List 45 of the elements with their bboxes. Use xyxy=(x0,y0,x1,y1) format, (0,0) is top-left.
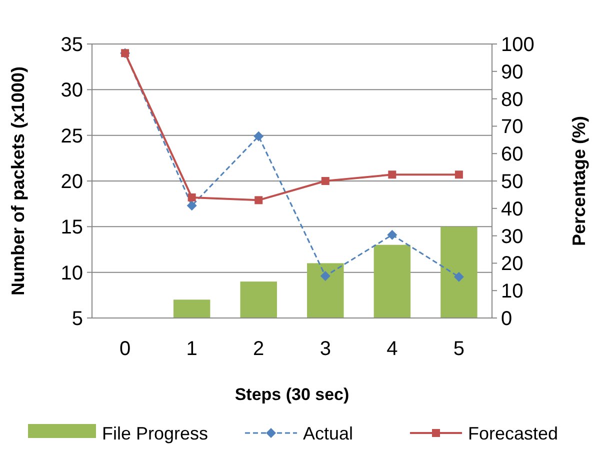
y2-tick-label: 0 xyxy=(501,308,512,330)
bar xyxy=(240,282,277,318)
y-axis-title: Number of packets (x1000) xyxy=(8,66,28,296)
y2-axis-title: Percentage (%) xyxy=(569,116,589,246)
y2-tick-label: 60 xyxy=(501,144,524,166)
y2-tick-label: 40 xyxy=(501,198,524,220)
y-tick-label: 35 xyxy=(60,34,83,56)
legend-label: Forecasted xyxy=(468,423,558,444)
bar xyxy=(440,226,478,318)
y2-tick-label: 20 xyxy=(501,253,524,276)
point xyxy=(321,177,330,185)
point xyxy=(454,170,463,179)
x-axis-title: Steps (30 sec) xyxy=(234,385,350,404)
y2-tick-label: 70 xyxy=(501,116,524,138)
point xyxy=(454,272,464,282)
point xyxy=(254,131,264,142)
y-tick-label: 25 xyxy=(60,125,83,148)
y-tick-label: 15 xyxy=(60,216,83,239)
legend-label: File Progress xyxy=(102,423,208,444)
x-tick-label: 2 xyxy=(253,338,264,360)
x-tick-label: 5 xyxy=(453,338,465,360)
legend-label: Actual xyxy=(303,423,354,444)
y2-tick-label: 80 xyxy=(501,88,524,111)
point xyxy=(186,200,197,211)
x-tick-label: 1 xyxy=(186,338,198,360)
y2-tick-label: 100 xyxy=(501,34,534,56)
y2-tick-label: 10 xyxy=(501,280,524,303)
y-tick-label: 20 xyxy=(60,171,83,193)
point xyxy=(188,193,196,202)
x-tick-label: 4 xyxy=(386,338,398,360)
bar xyxy=(173,300,210,318)
point xyxy=(388,170,396,179)
y-tick-label: 5 xyxy=(72,308,83,330)
y2-tick-label: 90 xyxy=(501,61,524,84)
point xyxy=(320,270,330,281)
y2-tick-label: 50 xyxy=(501,171,524,193)
y2-tick-label: 30 xyxy=(501,226,524,248)
y-tick-label: 10 xyxy=(60,262,83,284)
point xyxy=(254,196,263,204)
y-tick-label: 30 xyxy=(60,80,83,102)
point xyxy=(387,230,398,240)
x-tick-label: 0 xyxy=(119,338,131,360)
bar xyxy=(307,263,344,318)
bar xyxy=(374,244,411,318)
x-tick-label: 3 xyxy=(320,338,331,360)
